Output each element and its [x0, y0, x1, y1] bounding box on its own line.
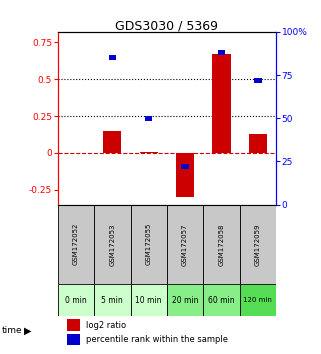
Text: GSM172055: GSM172055 [146, 223, 152, 266]
Bar [176, 153, 194, 197]
Bar [254, 78, 262, 82]
Bar [109, 56, 116, 60]
Bar [167, 205, 203, 284]
Text: GSM172053: GSM172053 [109, 223, 115, 266]
Text: 0 min: 0 min [65, 296, 87, 304]
Text: 20 min: 20 min [172, 296, 198, 304]
Bar [66, 334, 80, 346]
Text: GSM172052: GSM172052 [73, 223, 79, 266]
Text: 120 min: 120 min [243, 297, 272, 303]
Text: percentile rank within the sample: percentile rank within the sample [86, 335, 228, 344]
Bar [103, 131, 121, 153]
Bar [167, 284, 203, 316]
Bar [218, 50, 225, 55]
Text: time: time [2, 326, 22, 336]
Bar [58, 205, 94, 284]
Bar [94, 284, 131, 316]
Bar [66, 319, 80, 331]
Text: GSM172059: GSM172059 [255, 223, 261, 266]
Bar [240, 205, 276, 284]
Text: GSM172058: GSM172058 [219, 223, 224, 266]
Bar [240, 284, 276, 316]
Text: 60 min: 60 min [208, 296, 235, 304]
Bar [213, 54, 230, 153]
Bar [249, 134, 267, 153]
Bar [58, 284, 94, 316]
Bar [203, 205, 240, 284]
Bar [145, 116, 152, 121]
Text: log2 ratio: log2 ratio [86, 321, 126, 330]
Bar [131, 284, 167, 316]
Text: GDS3030 / 5369: GDS3030 / 5369 [116, 19, 218, 33]
Text: ▶: ▶ [24, 326, 31, 336]
Bar [131, 205, 167, 284]
Text: 5 min: 5 min [101, 296, 123, 304]
Bar [140, 152, 158, 153]
Bar [203, 284, 240, 316]
Text: GSM172057: GSM172057 [182, 223, 188, 266]
Bar [94, 205, 131, 284]
Text: 10 min: 10 min [135, 296, 162, 304]
Bar [181, 164, 189, 169]
